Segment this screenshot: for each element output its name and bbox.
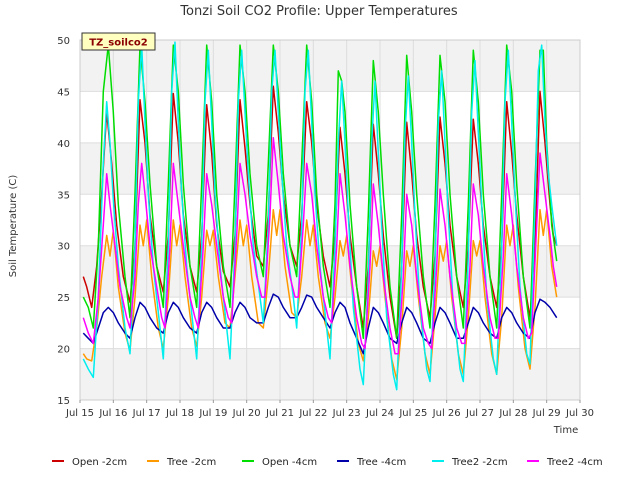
- y-tick-label: 30: [57, 242, 70, 253]
- x-tick-label: Jul 18: [165, 408, 194, 419]
- series-line-open-4cm: [82, 44, 558, 340]
- chart-title: Tonzi Soil CO2 Profile: Upper Temperatur…: [179, 4, 458, 19]
- grid-band: [80, 142, 580, 195]
- plot-area: [79, 39, 581, 401]
- x-tick-label: Jul 20: [232, 408, 261, 419]
- tag-label: TZ_soilco2: [89, 38, 148, 49]
- series-layer: [82, 41, 558, 391]
- y-axis: 15 20 25 30 35 40 45 50: [57, 36, 70, 407]
- y-tick-label: 35: [57, 190, 70, 201]
- tag-box: TZ_soilco2: [81, 32, 156, 51]
- legend-label: Tree2 -4cm: [546, 457, 603, 468]
- legend-label: Open -4cm: [262, 457, 317, 468]
- x-tick-label: Jul 29: [532, 408, 561, 419]
- x-tick-label: Jul 17: [132, 408, 161, 419]
- x-tick-label: Jul 25: [398, 408, 427, 419]
- series-line-tree2-4cm: [82, 136, 558, 355]
- x-axis-title: Time: [553, 425, 578, 436]
- y-tick-label: 50: [57, 36, 70, 47]
- y-tick-label: 45: [57, 87, 70, 98]
- grid-band: [80, 40, 580, 92]
- y-tick-label: 25: [57, 293, 70, 304]
- y-tick-label: 40: [57, 139, 70, 150]
- x-axis: Jul 15 Jul 16 Jul 17 Jul 18 Jul 19 Jul 20 Jul …: [65, 400, 594, 419]
- legend-label: Tree -4cm: [356, 457, 406, 468]
- tag-box-background: [81, 32, 156, 51]
- x-tick-label: Jul 21: [265, 408, 294, 419]
- legend-label: Tree2 -2cm: [451, 457, 508, 468]
- legend-label: Tree -2cm: [166, 457, 216, 468]
- x-tick-label: Jul 16: [98, 408, 127, 419]
- y-tick-label: 20: [57, 345, 70, 356]
- series-line-tree-4cm: [82, 293, 558, 355]
- x-tick-label: Jul 26: [432, 408, 461, 419]
- x-tick-label: Jul 24: [365, 408, 394, 419]
- x-tick-label: Jul 19: [198, 408, 227, 419]
- legend: Open -2cm Tree -2cm Open -4cm Tree -4cm Tree…: [52, 457, 603, 468]
- x-tick-label: Jul 27: [465, 408, 494, 419]
- y-axis-title: Soil Temperature (C): [8, 175, 19, 278]
- y-tick-label: 15: [57, 396, 70, 407]
- x-tick-label: Jul 22: [298, 408, 327, 419]
- x-tick-label: Jul 30: [565, 408, 594, 419]
- x-tick-label: Jul 28: [498, 408, 527, 419]
- legend-label: Open -2cm: [72, 457, 127, 468]
- x-tick-label: Jul 23: [332, 408, 361, 419]
- x-tick-label: Jul 15: [65, 408, 94, 419]
